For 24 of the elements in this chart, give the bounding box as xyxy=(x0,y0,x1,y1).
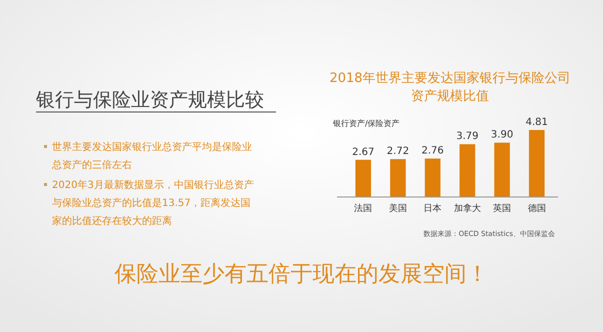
x-tick-label: 法国 xyxy=(354,203,372,214)
text: 银行与保险业资产规模比较 xyxy=(35,89,264,111)
bar xyxy=(424,158,440,197)
text: 世界主要发达国家银行业总资产平均是保险业总资产的三倍左右 xyxy=(51,141,252,171)
data-label: 2.67 xyxy=(352,146,374,158)
data-label: 2.76 xyxy=(422,146,444,157)
data-label: 2.72 xyxy=(386,146,410,158)
text: 2020年3月最新数据显示，中国银行业总资产与保险业总资产的比值是13.57，距离发达国家的比值还存在较大的距离 xyxy=(52,179,254,227)
x-tick-label: 英国 xyxy=(493,203,512,214)
chart-title: 2018年世界主要发达国家银行与保险公司资产规模比值 xyxy=(329,70,571,104)
x-tick-label: 日本 xyxy=(424,203,442,214)
x-tick-label: 德国 xyxy=(528,203,546,214)
bar xyxy=(494,142,510,197)
data-label: 4.81 xyxy=(526,117,548,128)
x-tick-label: 美国 xyxy=(388,203,407,214)
bar xyxy=(460,144,476,197)
text: 保险业至少有五倍于现在的发展空间！ xyxy=(114,262,488,287)
x-tick-label: 加拿大 xyxy=(454,203,481,214)
bar xyxy=(390,159,406,197)
y-axis-title: 银行资产/保险资产 xyxy=(332,119,400,128)
bar xyxy=(528,130,545,197)
data-label: 3.90 xyxy=(490,130,514,141)
data-label: 3.79 xyxy=(456,131,478,142)
bar xyxy=(355,160,372,197)
